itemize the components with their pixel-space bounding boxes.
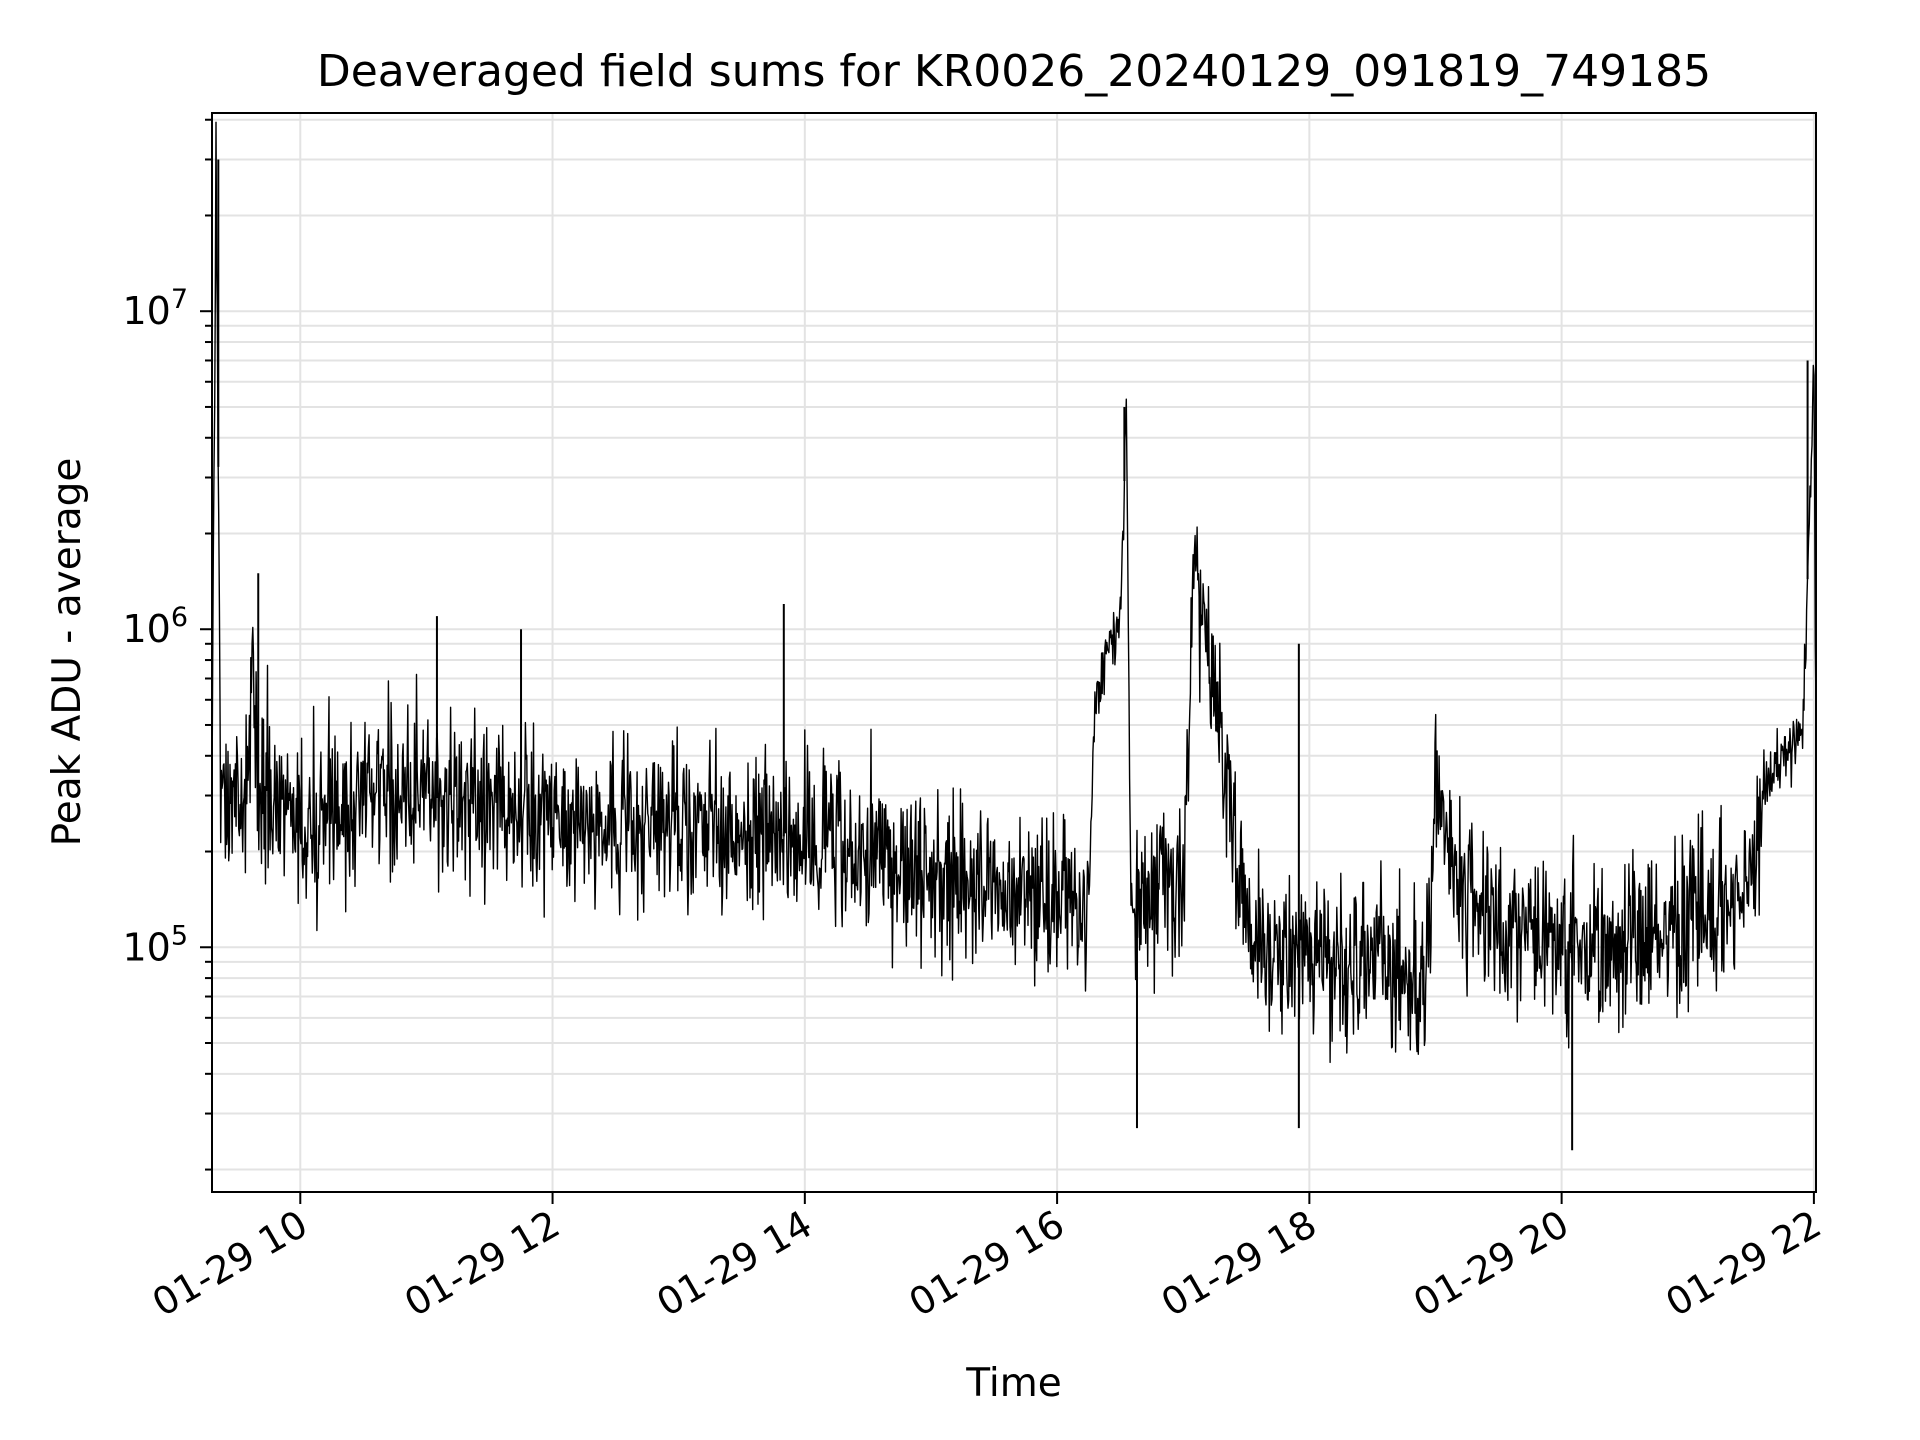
series-line xyxy=(211,121,1817,1064)
y-tick-base: 10 xyxy=(122,289,170,333)
y-tick-exponent: 7 xyxy=(171,284,188,315)
y-tick-exponent: 6 xyxy=(171,602,188,633)
x-axis-label: Time xyxy=(965,1361,1061,1406)
y-axis-label: Peak ADU - average xyxy=(45,458,90,847)
y-tick-label: 106 xyxy=(122,602,188,651)
grid xyxy=(212,113,1816,1192)
y-tick-exponent: 5 xyxy=(171,920,188,951)
y-tick-base: 10 xyxy=(122,607,170,651)
y-tick-label: 107 xyxy=(122,284,188,333)
plot-frame xyxy=(211,112,1817,1193)
series-layer xyxy=(211,121,1817,1151)
chart-title: Deaveraged field sums for KR0026_2024012… xyxy=(317,46,1711,97)
y-tick-label: 105 xyxy=(122,920,188,969)
y-tick-base: 10 xyxy=(122,925,170,969)
